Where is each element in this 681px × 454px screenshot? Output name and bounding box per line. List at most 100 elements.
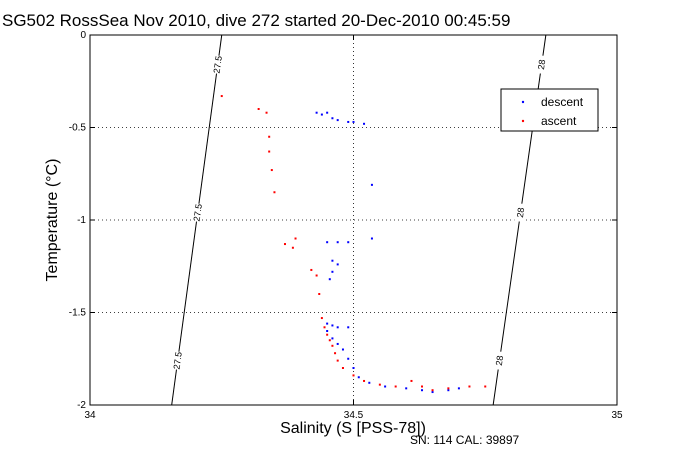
descent-point [447,389,450,392]
descent-point [328,278,331,281]
ascent-point [257,108,260,110]
descent-point [352,367,355,369]
descent-point [370,237,373,240]
ascent-point [291,246,294,249]
ascent-point [410,379,413,382]
ascent-point [447,387,450,390]
descent-point [384,385,387,388]
ascent-point [268,150,271,153]
ascent-point [294,237,297,240]
ascent-point [270,169,273,172]
x-tick-label: 35 [611,410,623,421]
y-tick-label: -0.5 [69,123,87,134]
ascent-point [265,111,268,114]
isopycnal-label-bg [191,203,204,223]
descent-point [336,241,339,244]
ascent-point [268,135,271,138]
isopycnal-label: 27.5 [212,55,224,74]
legend-box [500,88,599,132]
descent-point [331,259,334,262]
data-points [220,95,487,394]
descent-point [363,122,366,125]
descent-point [347,357,350,360]
descent-point [347,326,350,329]
x-tick-label: 34 [84,410,96,421]
descent-point [405,387,408,390]
descent-point [357,376,360,379]
ascent-point [334,352,337,355]
descent-point [331,270,334,273]
isopycnal-label-bg [493,350,506,371]
descent-point [368,381,371,384]
ascent-point [378,383,381,386]
ascent-point [318,293,321,295]
y-axis-label: Temperature (°C) [44,159,61,282]
ascent-point [315,274,318,277]
isopycnal-lines: 27.5 27.5 27.5 28 28 28 [171,34,548,406]
y-tick-label: -1.5 [69,308,87,319]
y-tick-label: 0 [80,30,86,41]
ascent-point [273,191,276,194]
legend-label-descent: descent [541,95,584,109]
descent-point [347,120,350,123]
descent-point [326,330,329,332]
descent-point [326,241,329,244]
descent-point [326,322,329,325]
legend: descent ascent [500,88,599,132]
descent-point [336,263,339,266]
descent-point [336,342,339,345]
ascent-point [331,344,334,347]
footer-serial-cal: SN: 114 CAL: 39897 [410,433,520,447]
descent-point [370,183,373,186]
descent-point [336,326,339,329]
axis-ticks: 34 34.5 35 0 -0.5 -1 -1.5 -2 [69,30,623,421]
ascent-point [283,243,286,246]
descent-point [331,117,334,120]
ascent-point [323,326,326,329]
ascent-point [310,268,313,271]
grid-lines [90,35,617,405]
ascent-point [320,317,323,320]
ascent-point [336,359,339,362]
isopycnal-label: 27.5 [172,351,184,370]
descent-point [331,324,334,327]
ascent-point [363,379,366,382]
isopycnal-label-bg [211,55,224,75]
descent-point [347,241,350,244]
descent-point [331,337,334,340]
descent-point [315,111,318,114]
legend-label-ascent: ascent [541,114,577,128]
isopycnal-label: 28 [536,59,547,70]
ascent-point [326,333,329,336]
isopycnal-label: 27.5 [192,203,204,222]
ascent-point [394,385,397,388]
ascent-point [421,385,424,388]
descent-point [431,391,434,394]
isopycnal-label: 28 [515,207,526,218]
descent-point [336,119,339,122]
ascent-point [352,374,355,377]
isopycnal-label-bg [514,202,527,223]
descent-point [341,348,344,351]
x-axis-label: Salinity (S [PSS-78]) [280,420,426,437]
y-tick-label: -1 [77,215,86,226]
ascent-point [220,95,223,98]
ascent-point [431,389,434,392]
descent-point [320,113,323,116]
ascent-point [341,367,344,369]
isopycnal-label-bg [535,54,548,75]
ascent-point [468,385,471,388]
legend-marker-descent [521,100,525,104]
isopycnal-label: 28 [494,355,505,366]
descent-point [421,389,424,392]
y-tick-label: -2 [77,400,86,411]
chart-title: SG502 RossSea Nov 2010, dive 272 started… [2,11,510,30]
descent-point [457,387,460,390]
descent-point [326,111,329,114]
isopycnal-label-bg [171,351,184,371]
x-tick-label: 34.5 [344,410,364,421]
ascent-point [484,385,487,388]
ascent-point [328,339,331,342]
legend-marker-ascent [521,119,525,123]
